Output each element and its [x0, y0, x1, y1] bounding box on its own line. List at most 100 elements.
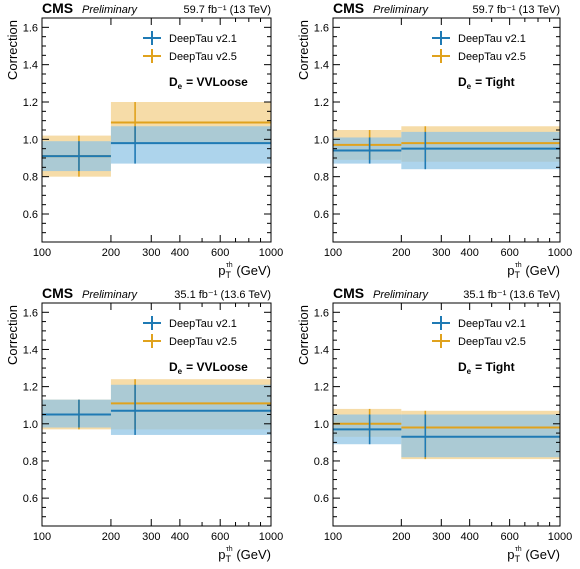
x-axis-label-subscript: T [515, 554, 521, 564]
x-tick-label: 300 [432, 531, 450, 543]
y-tick-label: 1.2 [23, 382, 38, 394]
x-tick-label: 600 [500, 531, 518, 543]
x-axis-label-symbol: p [507, 547, 514, 562]
x-axis-label-unit: (GeV) [522, 263, 560, 278]
wp-annotation: De = VVLoose [169, 75, 248, 91]
y-axis-label: Correction [296, 20, 311, 80]
y-tick-label: 1.0 [23, 134, 38, 146]
x-tick-label: 100 [324, 247, 342, 259]
x-axis-label-superscript: τh [226, 546, 233, 553]
experiment-label: CMS [42, 0, 73, 16]
x-tick-label: 200 [102, 247, 120, 259]
y-axis-label: Correction [296, 305, 311, 365]
legend-label: DeepTau v2.1 [458, 318, 526, 330]
y-tick-label: 0.8 [23, 456, 38, 468]
y-tick-label: 1.6 [23, 307, 38, 319]
y-tick-label: 1.4 [23, 60, 38, 72]
y-axis-label: Correction [5, 20, 20, 80]
y-tick-label: 1.4 [314, 344, 329, 356]
x-tick-label: 100 [33, 247, 51, 259]
lumi-label: 35.1 fb⁻¹ (13.6 TeV) [174, 289, 271, 301]
wp-annotation: De = Tight [458, 75, 515, 91]
wp-annotation-value: = Tight [475, 360, 514, 374]
y-tick-label: 1.0 [314, 134, 329, 146]
y-tick-label: 1.2 [314, 382, 329, 394]
wp-annotation-subscript: e [467, 367, 472, 376]
experiment-label: CMS [333, 285, 364, 301]
y-tick-label: 0.6 [314, 209, 329, 221]
x-axis-label-symbol: p [218, 547, 225, 562]
wp-annotation-value: = VVLoose [186, 360, 248, 374]
experiment-label: CMS [42, 285, 73, 301]
x-tick-label: 1000 [259, 531, 283, 543]
x-tick-label: 400 [460, 247, 478, 259]
legend-label: DeepTau v2.1 [169, 33, 237, 45]
y-tick-label: 0.6 [23, 209, 38, 221]
x-tick-label: 200 [392, 247, 410, 259]
experiment-label: CMS [333, 0, 364, 16]
lumi-label: 35.1 fb⁻¹ (13.6 TeV) [463, 289, 560, 301]
chart-panel-2: 0.6 0.8 1.0 1.2 1.4 1.6 100 200 300 400 600 1000 Cor… [296, 0, 572, 280]
legend-label: DeepTau v2.5 [169, 336, 237, 348]
wp-annotation-symbol: D [458, 360, 467, 374]
wp-annotation-symbol: D [169, 360, 178, 374]
wp-annotation-value: = VVLoose [186, 75, 248, 89]
x-axis-label-superscript: τh [515, 262, 522, 269]
y-tick-label: 1.0 [314, 419, 329, 431]
y-axis-label: Correction [5, 305, 20, 365]
y-tick-label: 1.2 [314, 97, 329, 109]
chart-panel-1: 0.6 0.8 1.0 1.2 1.4 1.6 100 200 300 400 600 1000 Cor… [5, 0, 283, 280]
status-label: Preliminary [82, 289, 139, 301]
y-tick-label: 0.6 [23, 493, 38, 505]
status-label: Preliminary [373, 4, 430, 16]
wp-annotation: De = Tight [458, 360, 515, 376]
y-tick-label: 1.6 [314, 307, 329, 319]
x-tick-label: 400 [171, 247, 189, 259]
legend-label: DeepTau v2.1 [458, 33, 526, 45]
x-tick-label: 300 [142, 531, 160, 543]
y-tick-label: 1.4 [314, 60, 329, 72]
x-tick-label: 400 [460, 531, 478, 543]
y-tick-label: 1.2 [23, 97, 38, 109]
x-axis-label-subscript: T [515, 270, 521, 280]
x-axis-label-symbol: p [218, 263, 225, 278]
x-axis-label-superscript: τh [515, 546, 522, 553]
chart-panel-4: 0.6 0.8 1.0 1.2 1.4 1.6 100 200 300 400 600 1000 Cor… [296, 285, 572, 564]
y-tick-label: 0.6 [314, 493, 329, 505]
x-tick-label: 600 [211, 247, 229, 259]
x-tick-label: 300 [432, 247, 450, 259]
legend-label: DeepTau v2.5 [169, 51, 237, 63]
legend-label: DeepTau v2.1 [169, 318, 237, 330]
chart-panel-3: 0.6 0.8 1.0 1.2 1.4 1.6 100 200 300 400 600 1000 Cor… [5, 285, 283, 564]
wp-annotation-subscript: e [178, 367, 183, 376]
wp-annotation-value: = Tight [475, 75, 514, 89]
lumi-label: 59.7 fb⁻¹ (13 TeV) [472, 4, 560, 16]
y-tick-label: 0.8 [23, 172, 38, 184]
uncertainty-band-v21-bin-2 [110, 126, 271, 164]
x-axis-label: pTτh (GeV) [507, 262, 560, 280]
x-axis-label-subscript: T [226, 270, 232, 280]
lumi-label: 59.7 fb⁻¹ (13 TeV) [183, 4, 271, 16]
x-tick-label: 300 [142, 247, 160, 259]
status-label: Preliminary [373, 289, 430, 301]
wp-annotation: De = VVLoose [169, 360, 248, 376]
wp-annotation-symbol: D [169, 75, 178, 89]
wp-annotation-subscript: e [178, 82, 183, 91]
y-tick-label: 1.6 [23, 22, 38, 34]
legend-label: DeepTau v2.5 [458, 51, 526, 63]
x-axis-label: pTτh (GeV) [218, 262, 271, 280]
x-axis-label: pTτh (GeV) [507, 546, 560, 564]
status-label: Preliminary [82, 4, 139, 16]
uncertainty-band-v21-bin-2 [401, 131, 560, 170]
x-axis-label-unit: (GeV) [233, 547, 271, 562]
x-tick-label: 200 [392, 531, 410, 543]
x-tick-label: 200 [102, 531, 120, 543]
x-tick-label: 1000 [548, 531, 572, 543]
y-tick-label: 0.8 [314, 456, 329, 468]
x-axis-label-superscript: τh [226, 262, 233, 269]
x-tick-label: 400 [171, 531, 189, 543]
x-axis-label-symbol: p [507, 263, 514, 278]
wp-annotation-subscript: e [467, 82, 472, 91]
y-tick-label: 1.4 [23, 344, 38, 356]
